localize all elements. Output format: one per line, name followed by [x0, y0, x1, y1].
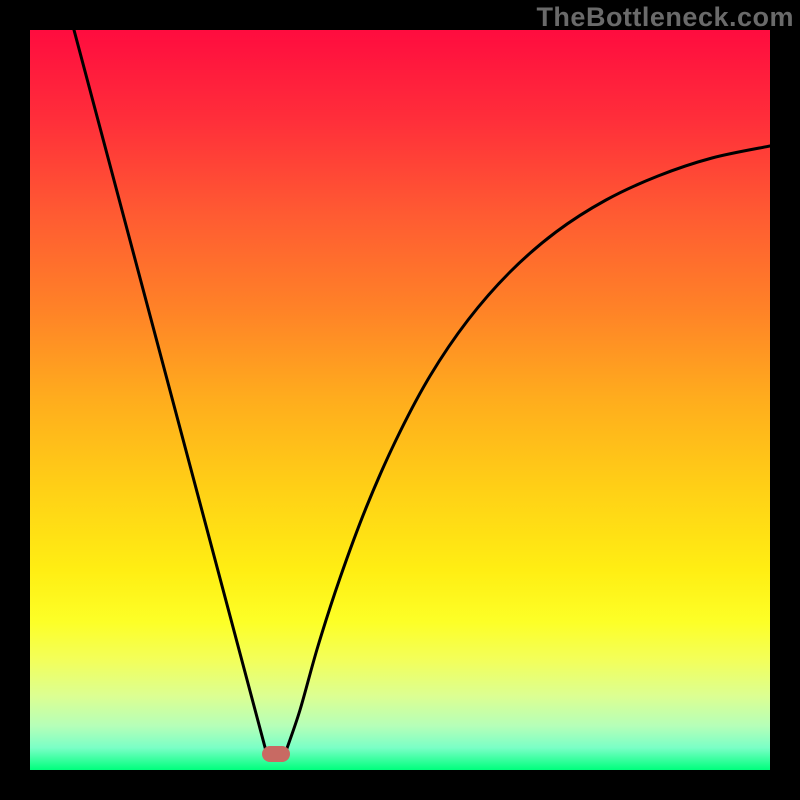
watermark-text: TheBottleneck.com	[536, 0, 800, 33]
border-left	[0, 0, 30, 800]
border-bottom	[0, 770, 800, 800]
minimum-marker	[262, 746, 290, 762]
bottleneck-curve	[30, 30, 770, 770]
chart-container: TheBottleneck.com	[0, 0, 800, 800]
border-right	[770, 0, 800, 800]
